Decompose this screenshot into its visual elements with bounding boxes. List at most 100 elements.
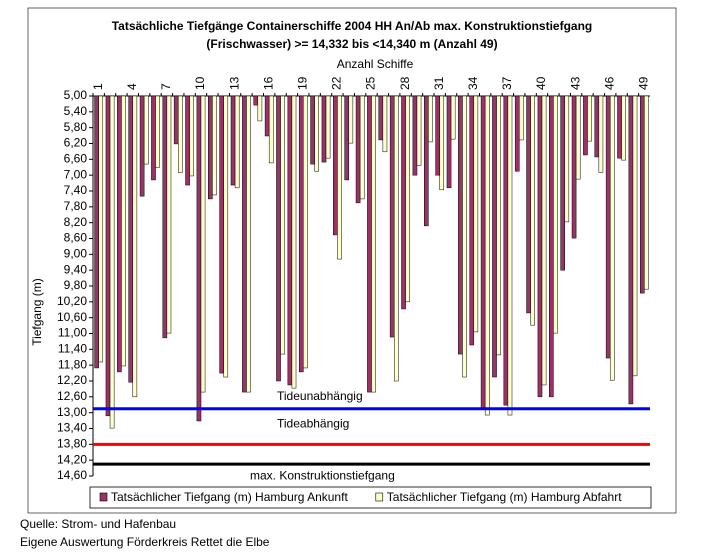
legend-box (89, 486, 652, 509)
bar (234, 95, 240, 189)
bar (276, 95, 281, 382)
bar (105, 95, 111, 417)
bar (553, 95, 558, 334)
bar (549, 95, 554, 398)
bar (344, 95, 350, 181)
bar (446, 95, 452, 189)
bar (196, 95, 202, 422)
bar (587, 95, 592, 142)
bar (223, 95, 229, 378)
bar (298, 95, 304, 373)
bar (393, 95, 399, 382)
chart-title: Tatsächliche Tiefgänge Containerschiffe … (112, 19, 593, 33)
bar (162, 95, 168, 339)
bar (310, 95, 315, 165)
legend-swatch (99, 492, 108, 502)
bar (598, 95, 604, 173)
bar (378, 95, 384, 141)
bar (264, 95, 270, 137)
y-axis-label: Tiefgang (m) (30, 278, 44, 346)
chart-subtitle: (Frischwasser) >= 14,332 bis <14,340 m (… (206, 37, 497, 51)
reference-line-label: max. Konstruktionstiefgang (250, 468, 395, 482)
label-background (276, 388, 364, 403)
x-tick-label: 31 (432, 76, 446, 90)
bar (268, 95, 274, 164)
bar (530, 95, 535, 326)
bar (571, 95, 577, 239)
y-tick-label: 8,60 (64, 231, 88, 245)
y-tick-label: 12,60 (57, 389, 87, 403)
bar (507, 95, 513, 416)
y-tick-label: 13,00 (57, 405, 87, 419)
bar (230, 95, 236, 186)
bar (621, 95, 626, 161)
x-tick-label: 25 (364, 76, 378, 90)
bar (185, 95, 190, 186)
y-tick-label: 5,80 (64, 120, 88, 134)
bar (208, 95, 213, 200)
bar (98, 95, 104, 363)
bar (166, 95, 172, 334)
bar (458, 95, 463, 355)
x-tick-label: 28 (398, 76, 412, 90)
bar (484, 95, 490, 416)
bar (405, 95, 410, 303)
y-tick-label: 9,40 (64, 262, 88, 276)
bar (121, 95, 126, 367)
bar (462, 95, 467, 378)
bar (389, 95, 395, 338)
y-tick-label: 11,80 (58, 357, 87, 371)
x-tick-label: 37 (500, 76, 514, 90)
x-tick-label: 16 (261, 76, 275, 90)
bar (139, 95, 145, 197)
bar (151, 95, 156, 181)
bar (594, 95, 600, 158)
y-tick-label: 10,20 (57, 294, 87, 308)
bar (287, 95, 293, 386)
bar (639, 95, 645, 294)
y-tick-label: 5,40 (64, 104, 88, 118)
bar (359, 95, 365, 200)
bar (257, 95, 263, 122)
bar (382, 95, 388, 153)
bar (314, 95, 320, 172)
bar (541, 95, 547, 386)
bar (628, 95, 634, 405)
bar (94, 95, 99, 369)
y-tick-label: 11,00 (58, 326, 87, 340)
y-tick-label: 7,00 (64, 167, 88, 181)
y-tick-label: 9,00 (64, 247, 88, 261)
bar (143, 95, 149, 165)
bar (416, 95, 422, 166)
bar (473, 95, 479, 333)
bar (117, 95, 122, 373)
source: Eigene Auswertung Förderkreis Rettet die… (20, 535, 270, 549)
y-tick-label: 13,80 (57, 437, 87, 451)
label-background (249, 468, 396, 483)
label-background (276, 416, 351, 431)
bar (355, 95, 361, 204)
bar (246, 95, 251, 393)
bar (469, 95, 475, 346)
bar (423, 95, 429, 227)
x-tick-label: 13 (227, 76, 241, 90)
bar (321, 95, 327, 163)
x-tick-label: 43 (568, 76, 582, 90)
bar (337, 95, 342, 260)
x-tick-label: 22 (330, 76, 344, 90)
x-tick-label: 10 (193, 76, 207, 90)
bar (480, 95, 486, 409)
bar (367, 95, 372, 393)
bar (519, 95, 524, 141)
x-axis-label: Anzahl Schiffe (337, 57, 414, 71)
bar (644, 95, 649, 290)
y-tick-label: 14,20 (57, 452, 87, 466)
bar (583, 95, 588, 156)
x-tick-label: 1 (91, 83, 105, 90)
source: Quelle: Strom- und Hafenbau (20, 517, 176, 531)
x-tick-label: 19 (295, 76, 309, 90)
bar (605, 95, 611, 359)
y-tick-label: 6,60 (64, 152, 88, 166)
x-tick-label: 34 (466, 76, 480, 90)
